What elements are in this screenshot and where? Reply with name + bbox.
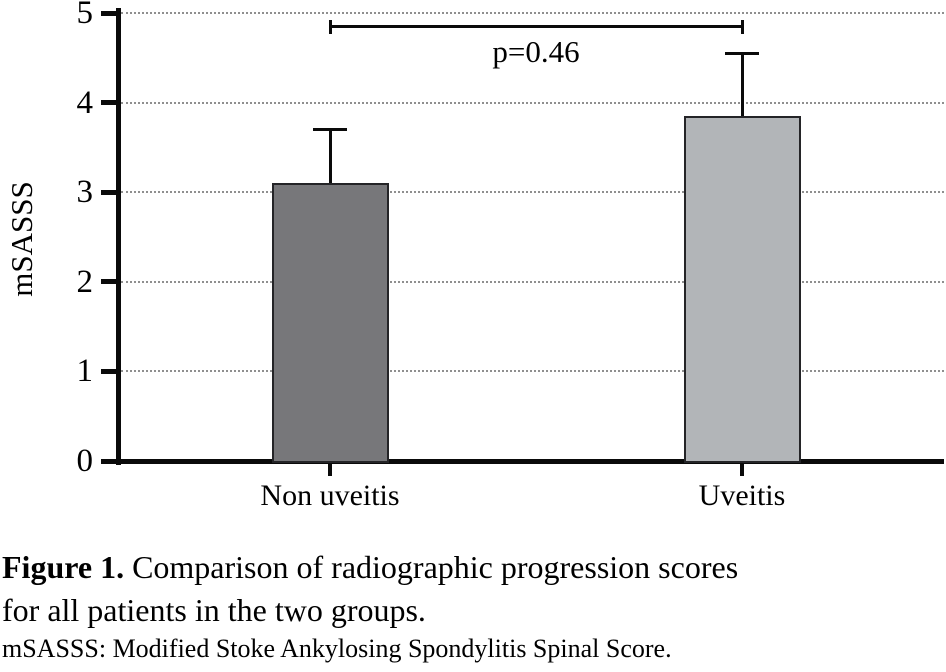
error-bar-cap-0 (313, 128, 347, 132)
caption-figure-number: Figure 1. (2, 549, 125, 585)
y-tick-2 (101, 279, 116, 285)
y-tick-label-0: 0 (76, 443, 94, 479)
bracket-end-cap-0 (328, 19, 332, 34)
y-tick-5 (101, 10, 116, 16)
caption-line-1: Figure 1. Comparison of radiographic pro… (2, 546, 944, 589)
gridline-y3 (121, 191, 944, 194)
y-axis-label: mSASSS (4, 181, 39, 297)
caption-line-2: for all patients in the two groups. (2, 592, 426, 628)
bar-non-uveitis (271, 183, 389, 463)
figure-caption: Figure 1. Comparison of radiographic pro… (2, 546, 944, 632)
y-tick-label-2: 2 (76, 263, 94, 300)
x-tick-0 (328, 464, 332, 476)
y-tick-4 (101, 100, 116, 106)
gridline-y4 (121, 101, 944, 104)
bar-uveitis (683, 116, 801, 463)
x-tick-1 (740, 464, 744, 476)
error-bar-stem-1 (740, 53, 744, 117)
bracket-end-cap-1 (740, 19, 744, 34)
plot-area: mSASSS p=0.46 0 1 2 3 4 5 Non uveitis Uveitis (4, 0, 944, 512)
x-category-label-0: Non uveitis (260, 479, 400, 512)
p-value-label: p=0.46 (492, 34, 580, 69)
caption-text-1: Comparison of radiographic progression s… (124, 549, 739, 585)
significance-bracket (330, 24, 742, 28)
y-tick-1 (101, 368, 116, 374)
y-axis-line (116, 8, 121, 465)
figure-footnote: mSASSS: Modified Stoke Ankylosing Spondy… (2, 634, 672, 663)
error-bar-cap-1 (725, 52, 759, 56)
y-tick-label-3: 3 (76, 174, 94, 211)
y-tick-3 (101, 189, 116, 195)
gridline-y5 (121, 12, 944, 14)
y-tick-label-4: 4 (76, 84, 94, 121)
x-axis-line (116, 459, 944, 464)
y-tick-label-1: 1 (76, 353, 94, 390)
y-tick-0 (101, 458, 116, 464)
y-tick-label-5: 5 (76, 0, 94, 31)
gridline-y2 (121, 280, 944, 283)
gridline-y1 (121, 370, 944, 373)
x-category-label-1: Uveitis (698, 479, 786, 512)
error-bar-stem-0 (328, 129, 332, 184)
